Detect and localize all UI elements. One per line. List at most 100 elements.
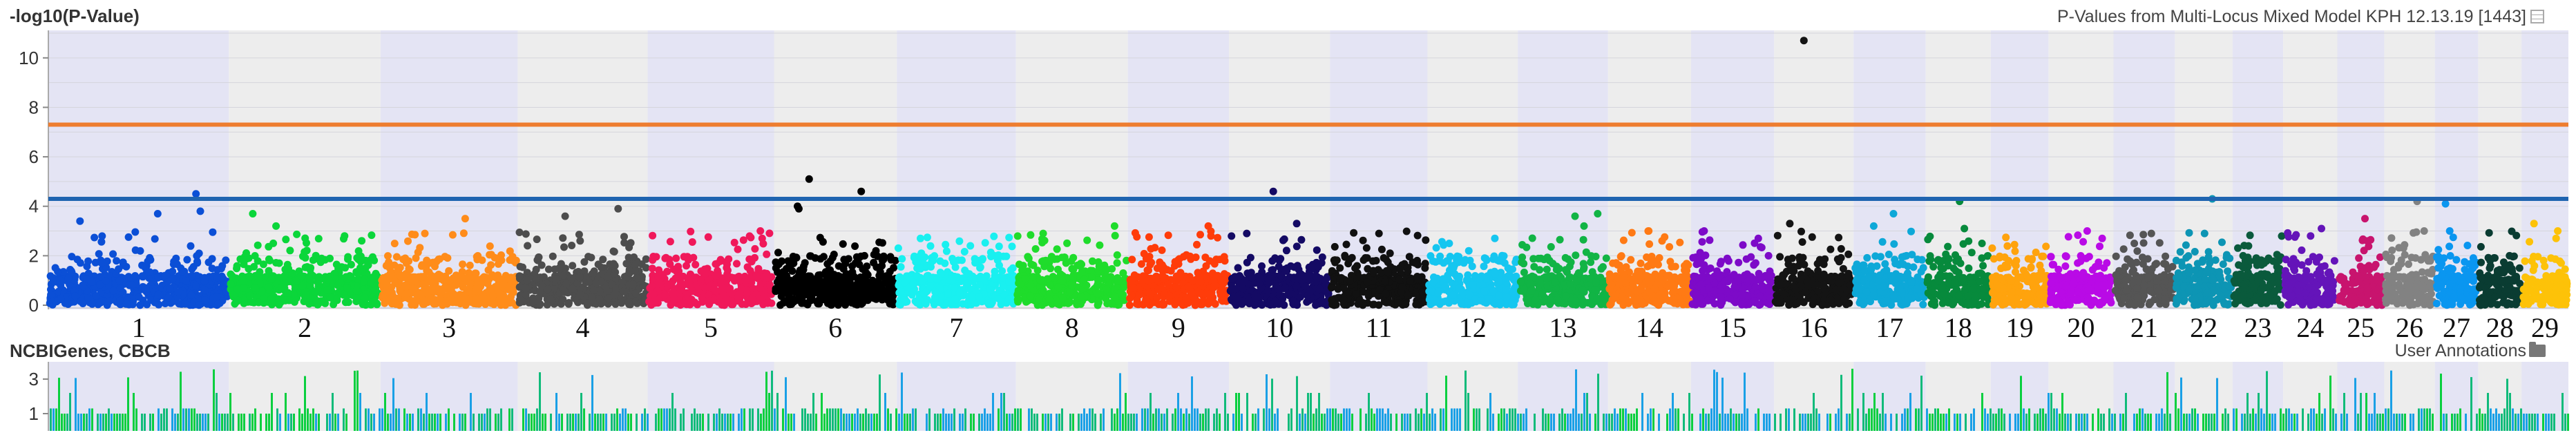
- data-point: [1504, 264, 1512, 272]
- data-point: [390, 298, 397, 306]
- data-point: [405, 264, 413, 273]
- data-point: [552, 275, 560, 283]
- data-point: [790, 259, 798, 267]
- folder-icon[interactable]: [2529, 342, 2546, 357]
- data-point: [1024, 253, 1032, 261]
- data-point: [1047, 264, 1055, 273]
- data-point: [1151, 244, 1159, 252]
- data-point: [315, 273, 323, 281]
- data-point: [1145, 233, 1153, 241]
- data-point: [358, 237, 366, 245]
- data-point: [859, 265, 867, 273]
- data-point: [1069, 273, 1077, 281]
- data-point: [436, 294, 444, 302]
- y-tick-label: 0: [29, 295, 39, 316]
- data-point: [855, 276, 863, 284]
- data-point: [50, 277, 58, 285]
- data-point: [981, 239, 989, 247]
- data-point: [1083, 236, 1091, 244]
- data-point: [59, 268, 68, 276]
- data-point: [1374, 292, 1382, 300]
- data-point: [884, 286, 892, 294]
- data-point: [1579, 235, 1587, 244]
- data-point: [1142, 295, 1150, 303]
- data-point: [560, 243, 568, 251]
- data-point: [183, 255, 191, 264]
- data-point: [438, 288, 446, 296]
- peak-point: [1372, 257, 1380, 264]
- data-point: [313, 298, 321, 307]
- data-point: [109, 250, 117, 258]
- data-point: [409, 284, 417, 293]
- data-point: [127, 281, 135, 289]
- data-point: [136, 301, 144, 309]
- data-point: [1402, 300, 1410, 308]
- data-point: [1502, 286, 1510, 294]
- peak-point: [917, 234, 924, 242]
- data-point: [937, 270, 945, 278]
- data-point: [258, 287, 266, 296]
- data-point: [115, 265, 123, 273]
- data-point: [269, 239, 278, 247]
- data-point: [533, 235, 541, 244]
- data-point: [1413, 273, 1422, 280]
- data-point: [609, 260, 618, 268]
- data-point: [1271, 298, 1279, 306]
- data-point: [443, 254, 452, 262]
- chromosome-5-points: [645, 227, 776, 309]
- data-point: [1103, 273, 1111, 281]
- data-point: [352, 287, 361, 295]
- data-point: [742, 300, 750, 308]
- data-point: [340, 235, 347, 243]
- data-point: [437, 275, 445, 283]
- peak-point: [192, 190, 200, 198]
- data-point: [1125, 301, 1134, 309]
- data-point: [1066, 288, 1074, 296]
- data-point: [154, 291, 162, 299]
- data-point: [1597, 264, 1605, 273]
- data-point: [844, 255, 852, 263]
- data-point: [686, 300, 694, 309]
- data-point: [918, 277, 926, 285]
- data-point: [1404, 267, 1412, 276]
- data-point: [187, 242, 195, 250]
- data-point: [466, 261, 474, 269]
- data-point: [855, 254, 863, 262]
- data-point: [724, 267, 732, 275]
- y-tick-label: 2: [29, 245, 39, 266]
- data-point: [667, 301, 675, 309]
- data-point: [648, 264, 656, 273]
- data-point: [430, 282, 439, 290]
- data-point: [96, 273, 104, 281]
- data-point: [116, 296, 124, 305]
- peak-point: [1207, 232, 1215, 240]
- data-point: [1198, 300, 1206, 309]
- peak-point: [421, 229, 429, 238]
- data-point: [522, 291, 530, 299]
- data-point: [461, 293, 470, 302]
- user-annotations-label[interactable]: User Annotations: [2394, 341, 2526, 360]
- data-point: [360, 278, 368, 286]
- data-point: [1439, 298, 1447, 306]
- data-point: [1469, 281, 1477, 289]
- data-point: [1171, 258, 1179, 266]
- data-point: [506, 256, 514, 264]
- data-point: [1144, 276, 1152, 284]
- data-point: [284, 289, 292, 297]
- data-point: [1495, 291, 1503, 300]
- peak-point: [1292, 220, 1301, 228]
- data-point: [188, 272, 196, 280]
- data-point: [867, 290, 875, 298]
- data-point: [1496, 298, 1505, 307]
- table-icon[interactable]: [2530, 10, 2544, 23]
- data-point: [1463, 276, 1471, 284]
- data-point: [870, 258, 878, 267]
- data-point: [298, 282, 307, 290]
- data-point: [729, 300, 737, 309]
- data-point: [649, 231, 657, 240]
- data-point: [1096, 241, 1104, 249]
- data-point: [1413, 231, 1422, 240]
- data-point: [839, 282, 848, 290]
- data-point: [166, 284, 174, 293]
- data-point: [173, 260, 181, 269]
